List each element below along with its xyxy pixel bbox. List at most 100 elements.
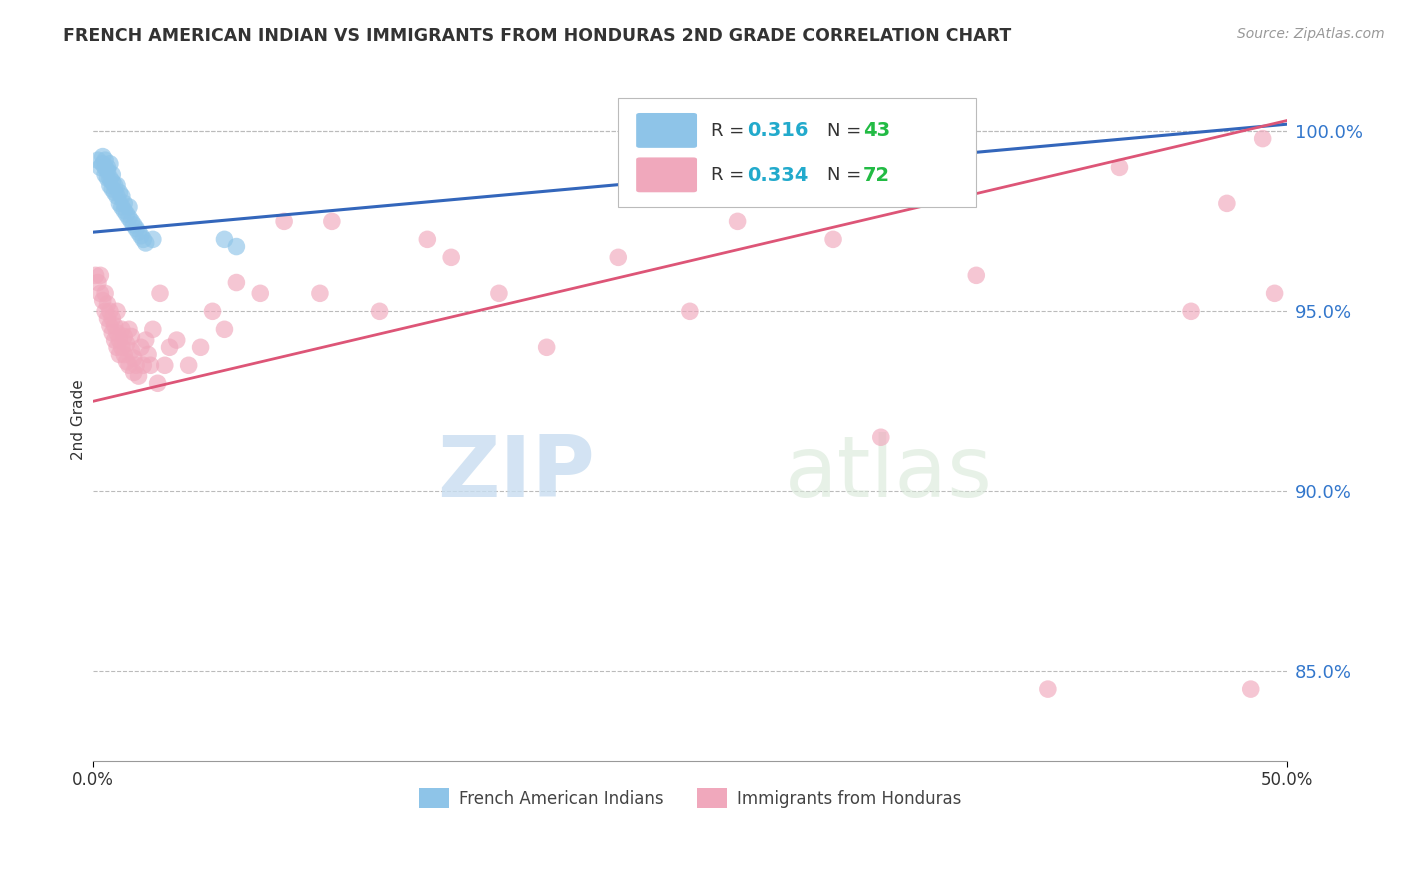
Point [105, 340, 128, 354]
Point [965, 268, 987, 283]
Point [309, 286, 332, 301]
Point [440, 251, 463, 265]
Point [225, 239, 247, 253]
Point [869, 430, 891, 444]
Point [91, 157, 114, 171]
Text: 72: 72 [863, 166, 890, 185]
Point [118, 200, 141, 214]
Text: 0.316: 0.316 [747, 121, 808, 140]
Point [368, 304, 391, 318]
Point [149, 286, 172, 301]
Point [118, 211, 141, 225]
Point [105, 326, 128, 340]
Point [98, 157, 121, 171]
Point [112, 203, 135, 218]
Point [91, 293, 114, 308]
Text: 43: 43 [863, 121, 890, 140]
Point [153, 359, 176, 373]
Point [94, 304, 117, 318]
Point [679, 304, 702, 318]
Point [111, 200, 134, 214]
Point [128, 225, 150, 239]
Text: atlas: atlas [786, 433, 993, 516]
Point [201, 304, 224, 318]
Point [96, 164, 118, 178]
Point [91, 150, 114, 164]
Point [98, 318, 121, 333]
Point [607, 251, 630, 265]
Point [104, 318, 127, 333]
Point [135, 333, 157, 347]
Point [108, 196, 131, 211]
Point [111, 340, 134, 354]
Point [146, 376, 169, 391]
Point [132, 232, 155, 246]
Point [139, 359, 162, 373]
Point [118, 322, 141, 336]
Point [112, 196, 135, 211]
Point [101, 326, 124, 340]
Text: ZIP: ZIP [437, 433, 595, 516]
Point [1180, 304, 1202, 318]
Point [823, 135, 845, 149]
Point [129, 228, 152, 243]
Text: Source: ZipAtlas.com: Source: ZipAtlas.com [1237, 27, 1385, 41]
Point [1108, 161, 1130, 175]
Text: FRENCH AMERICAN INDIAN VS IMMIGRANTS FROM HONDURAS 2ND GRADE CORRELATION CHART: FRENCH AMERICAN INDIAN VS IMMIGRANTS FRO… [63, 27, 1011, 45]
FancyBboxPatch shape [636, 157, 697, 193]
Point [87, 153, 110, 168]
Point [96, 311, 118, 326]
Point [810, 138, 832, 153]
Point [823, 232, 845, 246]
Point [225, 276, 247, 290]
Point [142, 232, 165, 246]
Point [87, 276, 110, 290]
Text: 0.334: 0.334 [747, 166, 808, 185]
Point [115, 207, 138, 221]
Point [112, 347, 135, 361]
Point [104, 333, 127, 347]
Point [101, 168, 124, 182]
Point [104, 178, 127, 193]
Point [89, 286, 111, 301]
Point [120, 329, 142, 343]
Point [101, 175, 124, 189]
Point [1036, 682, 1059, 697]
Point [135, 235, 157, 250]
Point [84, 268, 107, 283]
Text: N =: N = [827, 166, 868, 185]
Point [1251, 131, 1274, 145]
Point [89, 161, 111, 175]
Point [112, 329, 135, 343]
Point [105, 189, 128, 203]
Point [122, 351, 145, 365]
Text: R =: R = [711, 166, 751, 185]
FancyBboxPatch shape [619, 98, 976, 207]
Point [416, 232, 439, 246]
Point [132, 359, 155, 373]
Point [98, 304, 121, 318]
Point [190, 340, 212, 354]
Point [111, 322, 134, 336]
Point [214, 232, 236, 246]
Point [159, 340, 181, 354]
Point [108, 186, 131, 200]
Point [101, 311, 124, 326]
Point [166, 333, 188, 347]
Point [89, 268, 111, 283]
Point [96, 297, 118, 311]
Point [142, 322, 165, 336]
Point [94, 286, 117, 301]
Point [125, 221, 148, 235]
Point [94, 153, 117, 168]
Legend: French American Indians, Immigrants from Honduras: French American Indians, Immigrants from… [412, 781, 967, 814]
Point [122, 218, 145, 232]
Point [488, 286, 510, 301]
Point [129, 340, 152, 354]
Point [96, 161, 118, 175]
Point [536, 340, 558, 354]
Point [115, 336, 138, 351]
Point [96, 171, 118, 186]
Point [104, 186, 127, 200]
Point [727, 214, 749, 228]
